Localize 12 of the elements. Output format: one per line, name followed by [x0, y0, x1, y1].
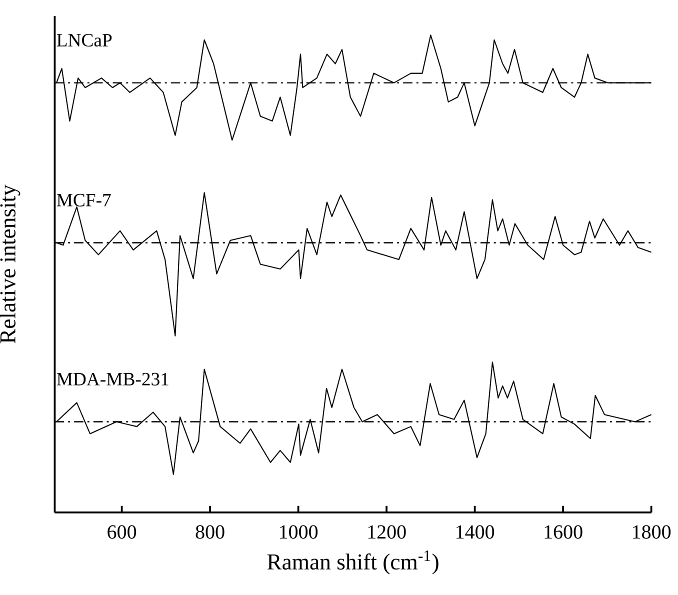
series-label: MCF-7	[56, 194, 111, 206]
x-tick-label: 1800	[633, 525, 671, 539]
series-label: MDA-MB-231	[56, 372, 168, 386]
y-axis-title: Relative intensity	[0, 184, 20, 344]
x-tick-label: 1600	[544, 525, 582, 539]
x-tick-label: 800	[196, 525, 224, 539]
x-axis-title: Raman shift (cm$^{-1}$)	[267, 550, 438, 574]
x-tick-label: 1000	[280, 525, 318, 539]
x-tick-label: 1400	[456, 525, 494, 539]
x-tick-label: 600	[108, 525, 136, 539]
series-label: LNCaP	[56, 34, 112, 46]
x-tick-label: 1200	[368, 525, 406, 539]
